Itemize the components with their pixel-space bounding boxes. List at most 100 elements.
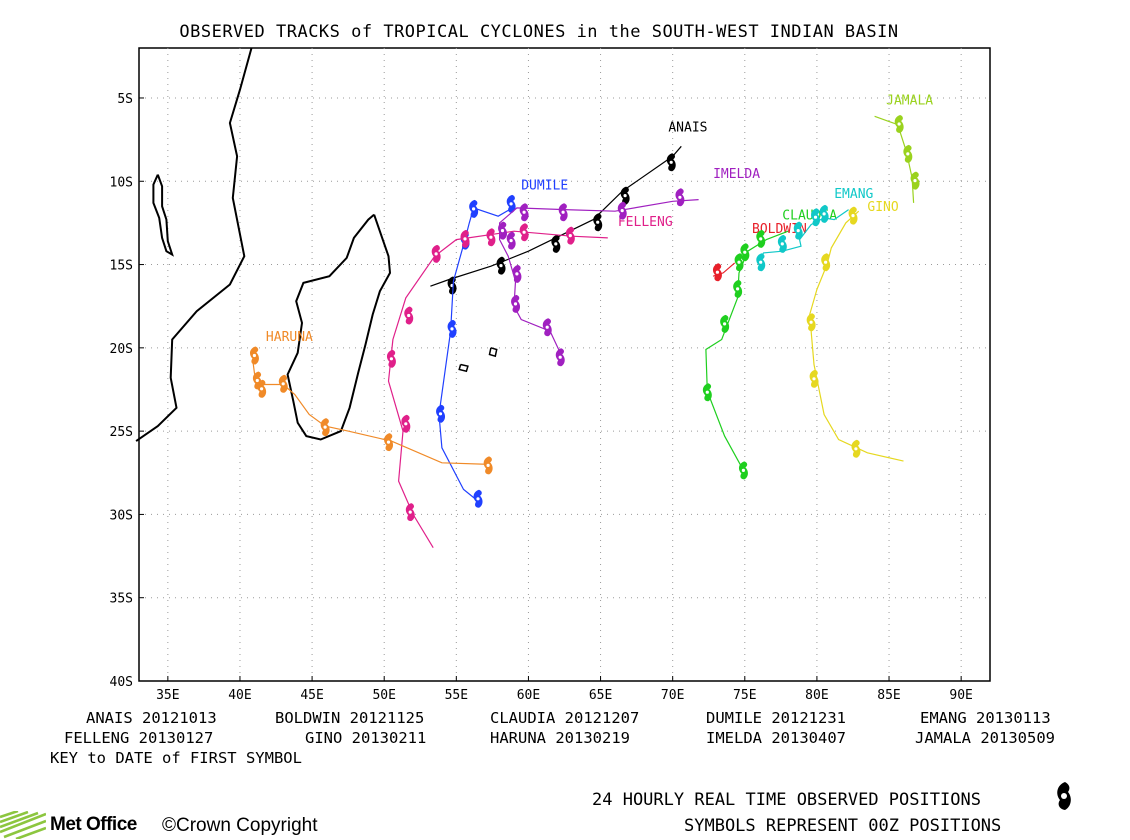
cyclone-symbol-eye [407,313,411,318]
legend-item-felleng: FELLENG 20130127 [64,729,214,747]
cyclone-symbol-eye [568,234,572,238]
tick-label-lat: 10S [110,175,133,190]
cyclone-symbol-eye [323,425,327,429]
cyclone-symbol-claudia [734,253,744,272]
tick-label-lon: 60E [517,688,540,703]
legend-item-anais: ANAIS 20121013 [86,709,217,727]
tick-label-lat: 20S [110,342,133,357]
cyclone-symbol-haruna [250,346,259,365]
cyclone-symbol-eye [623,194,627,198]
cyclone-symbol-eye [906,152,910,156]
track-line-felleng [387,230,608,549]
cyclone-symbol-eye [509,239,513,243]
cyclone-symbol-felleng [404,306,414,325]
cyclone-symbol-eye [743,250,747,254]
legend-item-claudia: CLAUDIA 20121207 [490,709,640,727]
cyclone-symbol-felleng [565,226,575,245]
tick-label-lon: 80E [805,688,828,703]
cyclone-symbol-eye [851,214,855,218]
cyclone-symbol-eye [809,320,813,324]
cyclone-symbol-eye [741,468,745,472]
cyclone-symbol-eye [854,447,858,451]
track-label-gino: GINO [867,200,898,215]
cyclone-symbol-eye [252,353,256,358]
cyclone-symbol-imelda [512,264,522,283]
track-line-dumile [438,207,513,502]
track-label-claudia: CLAUDIA [782,209,837,224]
cyclone-symbol-eye [404,422,408,426]
cyclone-symbol-dumile [506,194,516,213]
track-label-dumile: DUMILE [521,179,568,194]
cyclone-symbol-imelda [675,188,685,207]
tick-label-lon: 65E [589,688,612,703]
cyclone-symbol-eye [463,237,467,241]
map-frame [138,47,991,682]
cyclone-symbol-anais [496,256,506,275]
cyclone-symbol-eye [736,287,740,291]
cyclone-symbol-eye [386,440,391,444]
cyclone-symbol-anais [593,213,603,232]
cyclone-symbol-emang [756,253,766,272]
cyclone-symbol-eye [669,160,673,164]
map-title: OBSERVED TRACKS of TROPICAL CYCLONES in … [179,22,899,42]
track-label-boldwin: BOLDWIN [752,222,807,237]
track-line-emang [758,209,849,262]
footer-line-observed: 24 HOURLY REAL TIME OBSERVED POSITIONS [592,790,981,810]
cyclone-symbol-felleng [401,414,411,433]
cyclone-symbol-eye [913,179,917,183]
tick-label-lat: 5S [117,92,133,107]
cyclone-symbol-haruna [483,456,493,475]
cyclone-symbol-felleng [431,244,441,263]
cyclone-symbol-eye [522,210,526,214]
cyclone-symbol-eye [509,202,513,206]
copyright-text: ©Crown Copyright [162,815,318,836]
island-mauritius [488,347,498,358]
cyclone-symbol-eye [558,355,562,359]
tick-label-lat: 35S [110,592,133,607]
tick-label-lon: 55E [445,688,468,703]
cyclone-symbol-felleng [519,223,529,242]
cyclone-symbol-gino [821,253,831,272]
cyclone-symbol-imelda [511,294,521,313]
footer-line-symbols: SYMBOLS REPRESENT 00Z POSITIONS [684,816,1002,836]
cyclone-symbol-eye [554,242,558,246]
cyclone-symbol-emang [811,208,821,227]
tick-label-lon: 90E [949,688,972,703]
tick-label-lon: 45E [300,688,323,703]
cyclone-symbol-eye [737,260,741,264]
cyclone-symbol-gino [809,369,819,388]
cyclone-symbol-gino [851,439,861,458]
cyclone-symbol-felleng [486,228,496,247]
tick-label-lat: 40S [110,675,133,690]
cyclone-symbol-felleng [460,229,470,248]
cyclone-symbol-eye [476,497,480,501]
cyclone-symbol-imelda [506,231,516,250]
legend-item-emang: EMANG 20130113 [920,709,1051,727]
cyclone-symbol-felleng [387,349,396,368]
track-label-felleng: FELLENG [618,215,673,230]
tick-label-lon: 70E [661,688,684,703]
cyclone-symbol-eye [281,382,285,386]
cyclone-symbol-haruna [278,374,288,393]
cyclone-symbol-eye [389,357,393,361]
legend-item-dumile: DUMILE 20121231 [706,709,846,727]
cyclone-symbol-emang [777,234,787,253]
cyclone-symbol-jamala [903,144,913,163]
cyclone-symbol-eye [812,377,816,381]
tick-label-lat: 25S [110,425,133,440]
cyclone-symbol-eye [715,270,719,274]
cyclone-symbol-dumile [473,489,483,508]
cyclone-symbol-eye [408,510,412,514]
cyclone-symbol-eye [796,229,800,233]
cyclone-symbol-eye [822,212,826,216]
met-office-logo: Met Office [0,811,137,839]
cyclone-symbol-eye [472,207,476,211]
track-label-imelda: IMELDA [713,167,760,182]
cyclone-symbol-claudia [739,461,748,480]
cyclone-symbol-claudia [733,279,743,298]
legend-item-boldwin: BOLDWIN 20121125 [275,709,425,727]
cyclone-symbol-eye [260,387,264,391]
track-label-haruna: HARUNA [266,330,313,345]
coastline-africa [135,47,253,442]
cyclone-symbol-haruna [320,418,330,437]
